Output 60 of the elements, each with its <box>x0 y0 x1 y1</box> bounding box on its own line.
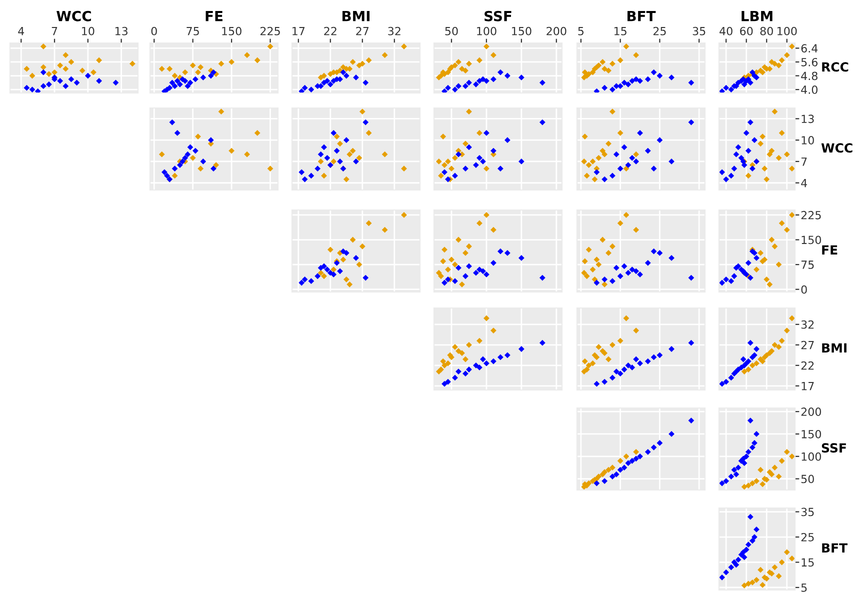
y-axis-title: FE <box>822 245 838 254</box>
x-tick-label: 4 <box>18 27 24 36</box>
x-tick-label: 100 <box>778 26 797 36</box>
x-tick-label: 150 <box>222 26 242 36</box>
y-axis-title: RCC <box>822 62 848 72</box>
y-tick-label: 5.6 <box>801 58 818 66</box>
y-tick-label: 7 <box>801 158 807 166</box>
x-tick-label: 50 <box>445 26 458 36</box>
y-tick-label: 150 <box>802 430 822 438</box>
x-tick-label: 32 <box>388 26 400 36</box>
y-tick-label: 27 <box>801 340 814 350</box>
x-tick-label: 10 <box>82 26 94 36</box>
x-tick-label: 40 <box>720 26 732 36</box>
x-tick-label: 225 <box>260 26 280 36</box>
y-tick-label: 150 <box>802 236 822 244</box>
x-axis-title: WCC <box>56 10 91 22</box>
y-tick-label: 17 <box>802 382 814 390</box>
y-tick-label: 225 <box>801 210 821 220</box>
y-tick-label: 75 <box>801 260 814 269</box>
y-tick-label: 22 <box>801 361 814 370</box>
x-axis-title: BFT <box>628 11 656 22</box>
y-tick-label: 4 <box>801 178 807 188</box>
x-tick-label: 60 <box>740 26 753 36</box>
y-axis-title: BMI <box>822 343 846 352</box>
y-tick-label: 5 <box>801 584 807 592</box>
y-axis-title: SSF <box>822 443 846 453</box>
x-axis-title: FE <box>206 11 222 22</box>
y-tick-label: 13 <box>802 114 814 124</box>
x-tick-label: 13 <box>115 26 128 36</box>
y-tick-label: 100 <box>802 452 822 461</box>
y-axis-title: BFT <box>822 543 848 552</box>
x-axis-title: LBM <box>742 11 772 22</box>
x-tick-label: 17 <box>292 27 305 36</box>
y-tick-label: 0 <box>801 285 807 294</box>
y-tick-label: 4.8 <box>801 72 818 80</box>
y-tick-label: 50 <box>801 474 814 484</box>
y-tick-label: 35 <box>801 508 814 516</box>
x-axis-title: BMI <box>342 11 370 22</box>
x-tick-label: 27 <box>356 26 369 36</box>
x-tick-label: 100 <box>477 26 496 36</box>
x-tick-label: 80 <box>760 26 773 36</box>
x-tick-label: 150 <box>512 26 532 36</box>
x-axis-title: SSF <box>484 10 512 22</box>
x-tick-label: 25 <box>653 26 666 36</box>
y-tick-label: 15 <box>802 558 814 567</box>
y-tick-label: 10 <box>802 136 814 144</box>
x-tick-label: 15 <box>614 27 626 36</box>
y-axis-title: WCC <box>821 143 852 153</box>
y-tick-label: 6.4 <box>801 44 818 53</box>
x-tick-label: 22 <box>324 26 336 36</box>
x-tick-label: 35 <box>692 26 706 36</box>
x-tick-label: 75 <box>186 27 199 36</box>
x-tick-label: 5 <box>578 27 584 36</box>
y-tick-label: 25 <box>801 532 814 542</box>
x-tick-label: 200 <box>546 26 566 36</box>
x-tick-label: 0 <box>151 26 157 36</box>
x-tick-label: 7 <box>52 27 58 36</box>
y-tick-label: 32 <box>801 320 814 329</box>
y-tick-label: 4.0 <box>801 86 818 94</box>
y-tick-label: 200 <box>801 408 822 416</box>
